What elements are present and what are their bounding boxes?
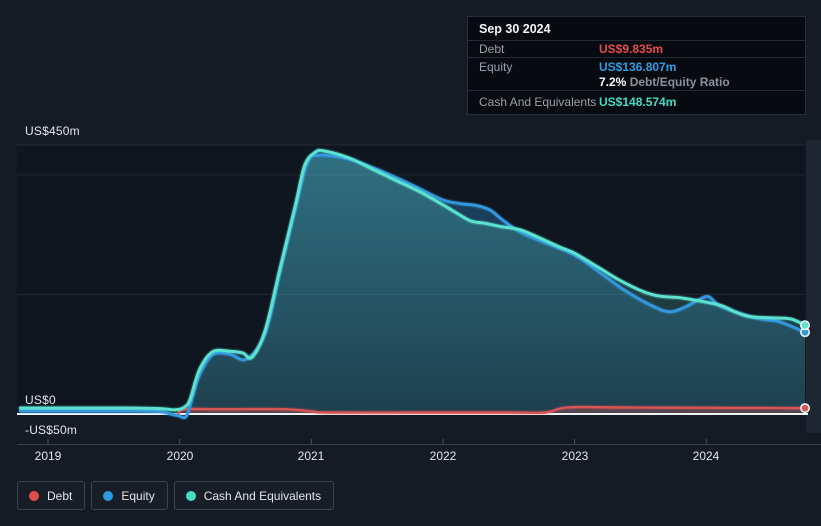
debt-endpoint-marker xyxy=(799,403,810,414)
tooltip-row-debt: Debt US$9.835m xyxy=(468,41,805,58)
chart-legend: Debt Equity Cash And Equivalents xyxy=(17,481,335,510)
tooltip-equity-value: US$136.807m xyxy=(599,60,677,74)
x-axis-label-2023: 2023 xyxy=(561,449,589,463)
tooltip-date: Sep 30 2024 xyxy=(468,17,805,41)
legend-item-debt[interactable]: Debt xyxy=(17,481,86,510)
tooltip-cash-value: US$148.574m xyxy=(599,95,677,109)
debt-line xyxy=(177,405,807,415)
legend-cash-label: Cash And Equivalents xyxy=(203,488,322,503)
tooltip-ratio-label: Debt/Equity Ratio xyxy=(629,75,730,89)
plot-right-margin xyxy=(806,140,821,433)
legend-debt-label: Debt xyxy=(47,488,73,503)
legend-item-cash[interactable]: Cash And Equivalents xyxy=(173,481,335,510)
cash-and-equivalents-line xyxy=(18,148,807,412)
legend-item-equity[interactable]: Equity xyxy=(91,481,168,510)
debt-area-fill xyxy=(178,407,806,414)
tooltip-ratio-value: 7.2% xyxy=(599,75,627,89)
y-axis-label-neg50m: -US$50m xyxy=(25,423,78,437)
legend-equity-label: Equity xyxy=(121,488,155,503)
tooltip-cash-label: Cash And Equivalents xyxy=(479,95,597,109)
data-tooltip: Sep 30 2024 Debt US$9.835m Equity US$136… xyxy=(467,16,806,115)
cash-legend-dot-icon xyxy=(185,490,196,501)
tooltip-debt-value: US$9.835m xyxy=(599,42,664,56)
x-axis-label-2019: 2019 xyxy=(34,449,62,463)
tooltip-debt-label: Debt xyxy=(479,42,505,56)
x-axis-label-2021: 2021 xyxy=(297,449,325,463)
cash-and-equivalents-endpoint-marker xyxy=(799,320,810,331)
cash-area-fill xyxy=(20,150,805,414)
tooltip-ratio: 7.2% Debt/Equity Ratio xyxy=(599,75,730,90)
y-axis-label-450m: US$450m xyxy=(25,124,80,138)
x-axis-label-2020: 2020 xyxy=(166,449,194,463)
tooltip-row-equity: Equity US$136.807m 7.2% Debt/Equity Rati… xyxy=(468,58,805,91)
equity-line xyxy=(18,153,807,420)
y-axis-label-0: US$0 xyxy=(25,393,56,407)
debt-legend-dot-icon xyxy=(29,490,39,501)
x-axis-label-2022: 2022 xyxy=(429,449,457,463)
tooltip-row-cash: Cash And Equivalents US$148.574m xyxy=(468,91,805,114)
tooltip-equity-label: Equity xyxy=(479,60,513,74)
equity-legend-dot-icon xyxy=(103,490,114,501)
x-axis-label-2024: 2024 xyxy=(692,449,720,463)
